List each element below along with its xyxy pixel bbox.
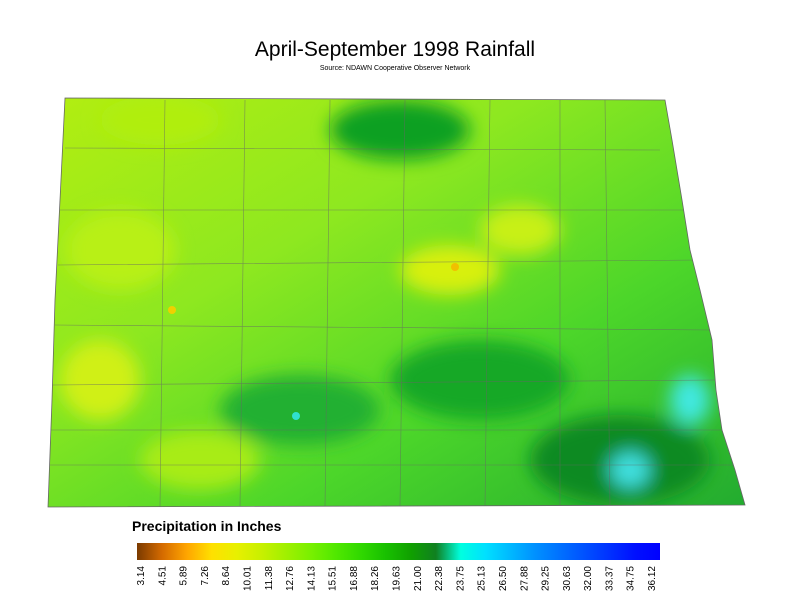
legend-label: 8.64 <box>221 566 232 586</box>
legend-bar <box>137 543 660 560</box>
legend-label: 11.38 <box>264 566 275 591</box>
legend-title: Precipitation in Inches <box>132 518 282 534</box>
legend-label: 3.14 <box>136 566 147 586</box>
legend-label: 12.76 <box>285 566 296 591</box>
legend-label: 19.63 <box>392 566 403 591</box>
legend-label: 15.51 <box>328 566 339 591</box>
legend-label: 21.00 <box>413 566 424 591</box>
legend-label: 26.50 <box>498 566 509 591</box>
legend-label: 33.37 <box>604 566 615 591</box>
legend-label: 30.63 <box>562 566 573 591</box>
legend-label: 25.13 <box>477 566 488 591</box>
map-source: Source: NDAWN Cooperative Observer Netwo… <box>320 65 471 72</box>
legend-label: 36.12 <box>647 566 658 591</box>
state-outline <box>47 97 746 508</box>
legend-label: 32.00 <box>583 566 594 591</box>
legend-label: 29.25 <box>541 566 552 591</box>
legend-ticks: 3.14 4.51 5.89 7.26 8.64 10.01 11.38 12.76 14.13… <box>136 566 658 591</box>
legend-label: 34.75 <box>626 566 637 591</box>
legend-label: 10.01 <box>242 566 253 591</box>
legend-label: 7.26 <box>200 566 211 586</box>
legend-label: 16.88 <box>349 566 360 591</box>
legend-label: 14.13 <box>306 566 317 591</box>
legend-label: 4.51 <box>157 566 168 586</box>
legend-label: 23.75 <box>455 566 466 591</box>
legend-label: 5.89 <box>179 566 190 586</box>
legend-label: 22.38 <box>434 566 445 591</box>
map-title: April-September 1998 Rainfall <box>255 38 535 61</box>
legend-label: 18.26 <box>370 566 381 591</box>
legend-label: 27.88 <box>519 566 530 591</box>
state-map <box>48 98 745 507</box>
